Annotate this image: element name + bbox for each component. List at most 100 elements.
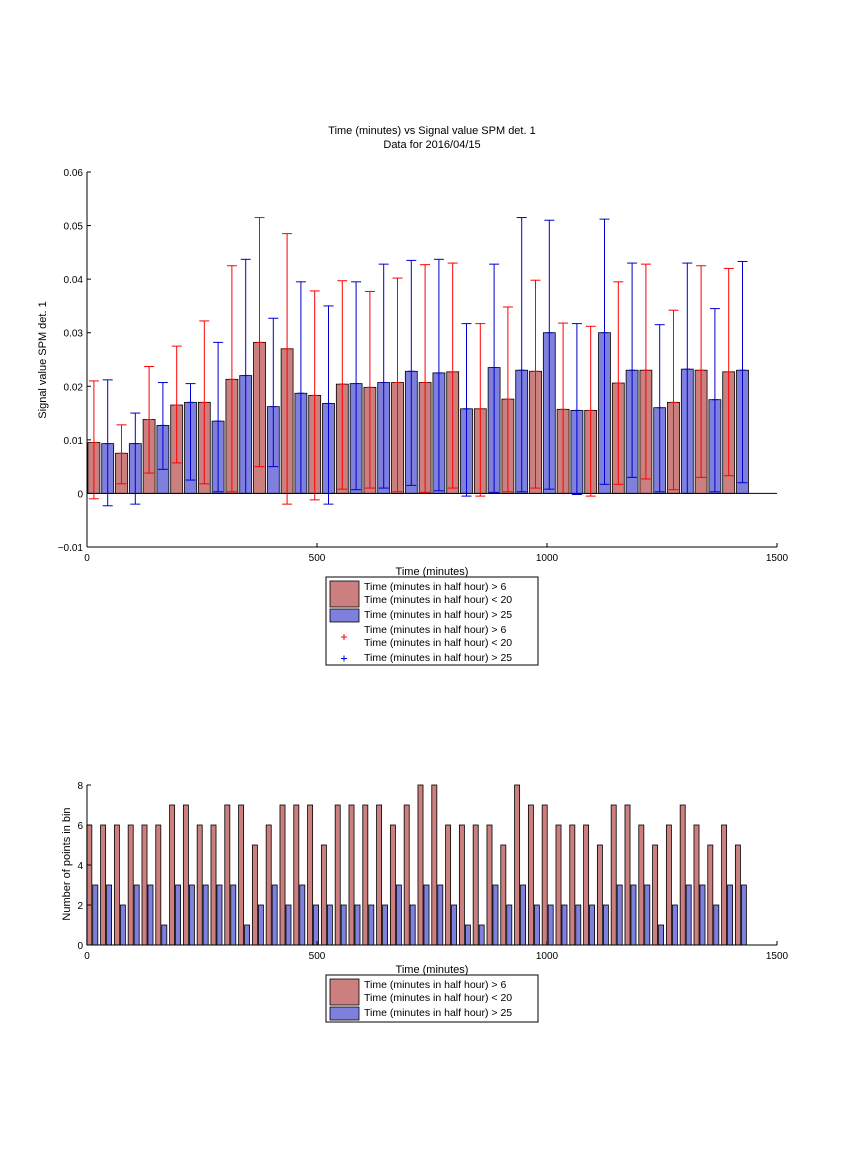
count-bar-blue [257,904,264,946]
signal-x-tick-label: 1000 [536,553,559,564]
count-bar-blue [202,884,209,946]
count-bar-blue [589,904,596,946]
count-bar-red [500,844,507,946]
top-legend-label: Time (minutes in half hour) > 6 [364,624,506,636]
count-y-tick-label: 2 [77,901,83,912]
count-bar-blue [630,884,637,946]
count-bar-blue [409,904,416,946]
signal-x-tick-label: 1500 [766,553,789,564]
bottom-legend-label: Time (minutes in half hour) > 25 [364,1007,512,1019]
count-bar-red [127,824,134,946]
signal-x-tick-label: 500 [309,553,326,564]
count-bar-red [458,824,465,946]
count-bar-red [113,824,120,946]
count-y-tick-label: 0 [77,941,83,952]
top-legend-label: Time (minutes in half hour) > 25 [364,609,512,621]
count-bar-red [486,824,493,946]
count-bar-blue [188,884,195,946]
count-bar-red [86,824,93,946]
count-bar-red [527,804,534,946]
count-x-tick-label: 500 [309,951,326,962]
count-bar-red [334,804,341,946]
count-bar-blue [602,904,609,946]
count-bar-blue [299,884,306,946]
bottom-legend-label: Time (minutes in half hour) > 6 [364,979,506,991]
signal-y-tick-label: 0.04 [64,275,84,286]
count-bar-blue [340,904,347,946]
count-bar-blue [175,884,182,946]
count-bar-blue [520,884,527,946]
count-bar-blue [699,884,706,946]
count-x-tick-label: 1500 [766,951,789,962]
count-bar-red [555,824,562,946]
count-bar-blue [575,904,582,946]
count-bar-red [514,784,521,946]
top-legend-label: Time (minutes in half hour) < 20 [364,637,512,649]
count-bar-red [307,804,314,946]
count-bar-red [624,804,631,946]
count-bar-red [362,804,369,946]
count-x-tick-label: 0 [84,951,90,962]
count-bar-red [431,784,438,946]
count-bar-red [734,844,741,946]
count-bar-red [169,804,176,946]
count-bar-red [238,804,245,946]
count-bar-blue [740,884,747,946]
count-bar-blue [713,904,720,946]
top-legend-label: Time (minutes in half hour) > 6 [364,581,506,593]
count-bar-blue [230,884,237,946]
top-legend-label: Time (minutes in half hour) > 25 [364,652,512,664]
count-bar-red [320,844,327,946]
count-bar-blue [644,884,651,946]
count-bar-red [721,824,728,946]
count-bar-red [196,824,203,946]
count-x-axis-label: Time (minutes) [396,964,469,976]
count-bar-red [100,824,107,946]
count-bar-blue [354,904,361,946]
count-bar-red [155,824,162,946]
count-bar-red [569,824,576,946]
signal-y-tick-label: 0 [77,489,83,500]
count-bar-blue [492,884,499,946]
count-bar-blue [326,904,333,946]
count-y-tick-label: 4 [77,861,83,872]
count-bar-blue [464,924,471,946]
count-bar-red [182,804,189,946]
count-bar-red [348,804,355,946]
count-bar-blue [244,924,251,946]
count-bar-red [210,824,217,946]
count-bar-blue [285,904,292,946]
count-bar-blue [119,904,126,946]
count-bar-blue [616,884,623,946]
count-bar-red [610,804,617,946]
count-bar-blue [382,904,389,946]
count-bar-red [376,804,383,946]
count-bar-blue [437,884,444,946]
count-bar-blue [161,924,168,946]
count-bar-blue [727,884,734,946]
count-bar-red [279,804,286,946]
count-bars [86,784,747,946]
count-bar-blue [368,904,375,946]
count-bar-red [417,784,424,946]
count-bar-red [707,844,714,946]
chart-title: Time (minutes) vs Signal value SPM det. … [328,125,535,137]
count-bar-red [265,824,272,946]
count-bar-red [445,824,452,946]
count-bar-blue [133,884,140,946]
signal-x-tick-label: 0 [84,553,90,564]
count-bar-red [583,824,590,946]
count-bar-blue [395,884,402,946]
count-bar-red [251,844,258,946]
count-bar-blue [671,904,678,946]
bottom-legend-box [325,974,539,1023]
top-legend-swatch-red [329,580,360,608]
signal-x-axis-label: Time (minutes) [396,566,469,578]
count-bar-blue [478,924,485,946]
count-chart: 0 2 4 6 8 0 500 1000 1500 Time (minutes) Number … [61,781,789,976]
count-bar-blue [533,904,540,946]
count-bar-red [638,824,645,946]
